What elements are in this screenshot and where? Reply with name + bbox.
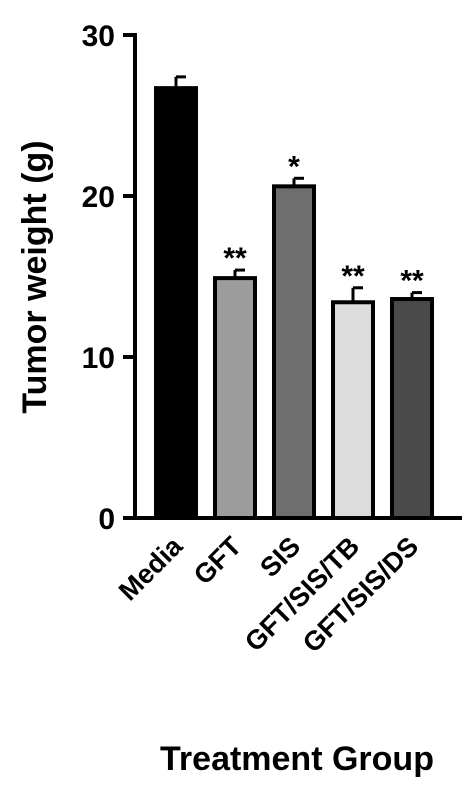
bar bbox=[331, 300, 375, 521]
bar bbox=[272, 184, 316, 520]
bar bbox=[390, 297, 434, 521]
y-tick-label: 30 bbox=[82, 20, 115, 53]
bar bbox=[154, 86, 198, 520]
significance-label: ** bbox=[223, 242, 247, 275]
bar bbox=[213, 276, 257, 520]
y-tick-label: 0 bbox=[98, 503, 115, 536]
significance-label: ** bbox=[400, 265, 424, 298]
y-tick-label: 20 bbox=[82, 181, 115, 214]
y-axis-title: Tumor weight (g) bbox=[16, 140, 54, 413]
x-tick-label: GFT bbox=[188, 531, 248, 591]
significance-label: ** bbox=[341, 260, 365, 293]
x-tick-label: Media bbox=[113, 530, 189, 606]
plot-area: 0102030Media**GFT*SIS**GFT/SIS/TB**GFT/S… bbox=[82, 20, 462, 658]
y-tick-label: 10 bbox=[82, 342, 115, 375]
x-axis-title: Treatment Group bbox=[160, 740, 434, 778]
significance-label: * bbox=[288, 150, 300, 183]
